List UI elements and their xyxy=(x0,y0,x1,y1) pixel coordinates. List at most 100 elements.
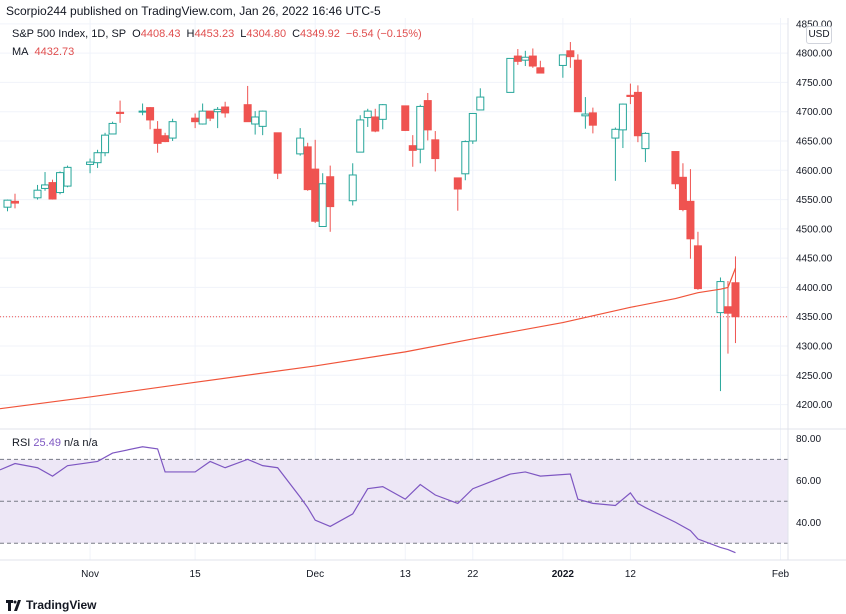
rsi-tick-label: 80.00 xyxy=(796,434,821,445)
ohlc-change: −6.54 (−0.15%) xyxy=(345,28,422,40)
candles xyxy=(3,42,740,392)
ma-label[interactable]: MA xyxy=(12,46,29,58)
candle-up xyxy=(3,199,12,208)
price-tick-label: 4600.00 xyxy=(796,166,833,177)
price-tick-label: 4250.00 xyxy=(796,371,833,382)
candle-down xyxy=(693,245,702,290)
symbol-legend: S&P 500 Index, 1D, SP O4408.43 H4453.23 L43… xyxy=(12,28,422,40)
candle-up xyxy=(108,122,117,135)
price-tick-label: 4850.00 xyxy=(796,19,833,30)
time-tick-label: Feb xyxy=(772,569,790,580)
candle-up xyxy=(506,57,515,93)
candle-down xyxy=(206,110,215,119)
tradingview-brand: TradingView xyxy=(26,597,97,612)
candle-down xyxy=(671,151,680,185)
candle-up xyxy=(101,134,110,154)
candle-up xyxy=(168,121,177,139)
candle-down xyxy=(731,282,740,318)
time-tick-label: Nov xyxy=(81,569,99,580)
candle-up xyxy=(63,166,72,187)
price-tick-label: 4350.00 xyxy=(796,312,833,323)
candle-up xyxy=(348,174,357,202)
candle-down xyxy=(161,135,170,143)
tradingview-logo: TradingView xyxy=(6,597,96,612)
candle-up xyxy=(468,112,477,142)
candle-up xyxy=(476,96,485,111)
candle-down xyxy=(311,168,320,222)
candle-down xyxy=(48,182,57,200)
time-tick-label: 12 xyxy=(625,569,637,580)
price-tick-label: 4800.00 xyxy=(796,49,833,60)
candle-down xyxy=(408,145,417,151)
candle-down xyxy=(453,177,462,190)
ma-line xyxy=(0,267,737,410)
price-tick-label: 4450.00 xyxy=(796,254,833,265)
candle-up xyxy=(618,103,627,131)
time-tick-label: 2022 xyxy=(552,569,575,580)
candle-down xyxy=(626,94,635,97)
candle-up xyxy=(581,113,590,117)
candle-down xyxy=(566,50,575,58)
ohlc-open: 4408.43 xyxy=(140,28,181,40)
rsi-na-1: n/a xyxy=(64,437,80,449)
candle-down xyxy=(431,139,440,160)
candle-down xyxy=(423,100,432,131)
symbol-name[interactable]: S&P 500 Index, 1D, SP xyxy=(12,28,127,40)
candle-down xyxy=(588,112,597,126)
candle-up xyxy=(213,108,222,113)
candle-down xyxy=(513,55,522,62)
candle-down xyxy=(326,176,335,208)
candle-down xyxy=(116,111,125,114)
rsi-axis: 80.00 60.00 40.00 xyxy=(796,434,821,529)
candle-up xyxy=(521,56,530,61)
candle-up xyxy=(251,116,260,125)
candle-up xyxy=(56,172,65,194)
ohlc-low: 4304.80 xyxy=(246,28,287,40)
candle-down xyxy=(536,67,545,74)
candle-up xyxy=(318,183,327,228)
publisher-header: Scorpio244 published on TradingView.com,… xyxy=(6,4,381,18)
price-tick-label: 4750.00 xyxy=(796,78,833,89)
candle-down xyxy=(723,306,732,314)
chart-canvas[interactable]: 4850.00 4800.00 4750.00 4700.00 4650.00 4600.… xyxy=(0,18,846,596)
candle-down xyxy=(528,55,537,67)
price-tick-label: 4650.00 xyxy=(796,137,833,148)
rsi-line xyxy=(0,446,736,554)
rsi-tick-label: 40.00 xyxy=(796,518,821,529)
candle-up xyxy=(363,110,372,119)
rsi-na-2: n/a xyxy=(82,437,98,449)
candle-up xyxy=(611,128,620,139)
ma-legend: MA 4432.73 xyxy=(12,46,80,58)
candle-up xyxy=(41,184,50,189)
candle-down xyxy=(221,106,230,114)
candle-down xyxy=(191,117,200,123)
candle-up xyxy=(416,105,425,150)
time-tick-label: 15 xyxy=(190,569,202,580)
candle-up xyxy=(86,161,95,165)
candle-down xyxy=(11,200,20,204)
price-tick-label: 4300.00 xyxy=(796,342,833,353)
candle-down xyxy=(686,200,695,240)
time-tick-label: 13 xyxy=(400,569,412,580)
currency-button[interactable]: USD xyxy=(806,26,832,44)
candle-up xyxy=(138,110,147,113)
candle-down xyxy=(146,107,155,121)
candle-down xyxy=(633,91,642,137)
candle-down xyxy=(401,105,410,131)
price-tick-label: 4400.00 xyxy=(796,283,833,294)
rsi-label[interactable]: RSI xyxy=(12,437,31,449)
candle-down xyxy=(573,59,582,113)
ma-value: 4432.73 xyxy=(34,46,75,58)
candle-up xyxy=(93,152,102,164)
candle-down xyxy=(303,146,312,191)
candle-down xyxy=(678,176,687,211)
candle-down xyxy=(273,132,282,174)
ohlc-high: 4453.23 xyxy=(194,28,235,40)
candle-down xyxy=(153,128,162,144)
time-tick-label: 22 xyxy=(467,569,479,580)
price-tick-label: 4500.00 xyxy=(796,224,833,235)
candle-up xyxy=(198,110,207,125)
price-axis: 4850.00 4800.00 4750.00 4700.00 4650.00 4600.… xyxy=(796,19,833,411)
candle-up xyxy=(461,141,470,175)
candle-up xyxy=(641,132,650,150)
